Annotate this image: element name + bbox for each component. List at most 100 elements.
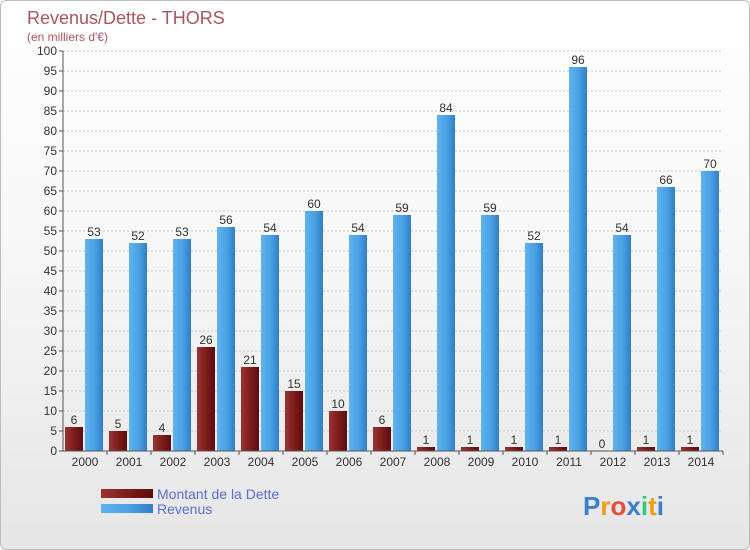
bar-revenus: [525, 243, 543, 451]
bar-revenus: [569, 67, 587, 451]
y-tick-label: 10: [44, 404, 58, 418]
y-tick-label: 25: [44, 344, 58, 358]
bar-dette: [153, 435, 171, 451]
logo-letter: i: [641, 491, 648, 521]
x-tick-label: 2011: [556, 455, 582, 469]
bar-revenus: [85, 239, 103, 451]
x-tick-label: 2007: [380, 455, 407, 469]
y-tick-label: 40: [44, 284, 58, 298]
data-label: 59: [483, 201, 497, 215]
chart-title: Revenus/Dette - THORS: [27, 8, 225, 28]
y-tick-label: 55: [44, 224, 58, 238]
data-label: 54: [263, 221, 277, 235]
bar-revenus: [393, 215, 411, 451]
y-tick-label: 30: [44, 324, 58, 338]
bar-dette: [417, 447, 435, 451]
data-label: 21: [243, 353, 257, 367]
legend-swatch-revenus: [101, 504, 153, 513]
bar-revenus: [173, 239, 191, 451]
x-tick-label: 2005: [292, 455, 319, 469]
y-tick-label: 5: [50, 424, 57, 438]
data-label: 66: [659, 173, 673, 187]
bar-revenus: [657, 187, 675, 451]
logo-letter: i: [657, 491, 664, 521]
data-label: 26: [199, 333, 213, 347]
y-tick-label: 0: [50, 444, 57, 458]
data-label: 96: [571, 53, 585, 67]
data-label: 15: [287, 377, 301, 391]
y-tick-label: 35: [44, 304, 58, 318]
bar-revenus: [305, 211, 323, 451]
logo-letter: x: [626, 491, 641, 521]
y-axis: 0 5 10 15 20 25 30 35 40 45 50 55 60 65 70 75 80 85 90 95 10…: [37, 44, 64, 458]
bar-dette: [241, 367, 259, 451]
bar-dette: [329, 411, 347, 451]
y-tick-label: 50: [44, 244, 58, 258]
y-tick-label: 45: [44, 264, 58, 278]
data-label: 59: [395, 201, 409, 215]
x-tick-label: 2002: [160, 455, 187, 469]
bar-dette: [285, 391, 303, 451]
x-axis: 2000 2001 2002 2003 2004 2005 2006 2007 2008 2009…: [63, 450, 724, 469]
bar-dette: [373, 427, 391, 451]
data-label: 84: [439, 101, 453, 115]
logo-letter: o: [610, 491, 626, 521]
bar-dette: [637, 447, 655, 451]
logo-letter: P: [583, 491, 600, 521]
logo-letter: t: [648, 491, 657, 521]
legend: Montant de la Dette Revenus: [101, 486, 279, 517]
y-tick-label: 15: [44, 384, 58, 398]
bar-dette: [65, 427, 83, 451]
bar-revenus: [481, 215, 499, 451]
bar-dette: [549, 447, 567, 451]
y-tick-label: 85: [44, 104, 58, 118]
bar-revenus: [613, 235, 631, 451]
bar-revenus: [349, 235, 367, 451]
y-tick-label: 100: [37, 44, 57, 58]
x-tick-label: 2013: [644, 455, 671, 469]
x-tick-label: 2004: [248, 455, 275, 469]
bar-revenus: [129, 243, 147, 451]
bar-dette: [505, 447, 523, 451]
data-label: 70: [703, 157, 717, 171]
x-tick-label: 2008: [424, 455, 451, 469]
x-tick-label: 2014: [688, 455, 715, 469]
y-tick-label: 20: [44, 364, 58, 378]
data-label: 4: [159, 421, 166, 435]
data-label: 52: [527, 229, 541, 243]
bar-revenus: [261, 235, 279, 451]
bar-dette: [197, 347, 215, 451]
y-tick-label: 70: [44, 164, 58, 178]
data-label: 60: [307, 197, 321, 211]
data-label: 54: [351, 221, 365, 235]
data-label: 1: [687, 433, 694, 447]
data-label: 6: [71, 413, 78, 427]
y-tick-label: 80: [44, 124, 58, 138]
x-tick-label: 2003: [204, 455, 231, 469]
bar-dette: [461, 447, 479, 451]
data-label: 54: [615, 221, 629, 235]
data-label: 5: [115, 417, 122, 431]
x-tick-label: 2012: [600, 455, 627, 469]
data-label: 1: [467, 433, 474, 447]
x-tick-label: 2006: [336, 455, 363, 469]
bar-revenus: [437, 115, 455, 451]
bar-dette: [681, 447, 699, 451]
logo-letter: r: [600, 491, 610, 521]
data-label: 56: [219, 213, 233, 227]
x-tick-label: 2010: [512, 455, 539, 469]
data-label: 1: [511, 433, 518, 447]
bar-dette: [109, 431, 127, 451]
data-label: 6: [379, 413, 386, 427]
data-label: 1: [643, 433, 650, 447]
data-label: 52: [131, 229, 145, 243]
x-tick-label: 2001: [116, 455, 143, 469]
bar-revenus: [701, 171, 719, 451]
y-tick-label: 75: [44, 144, 58, 158]
data-label: 1: [423, 433, 430, 447]
data-label: 53: [87, 225, 101, 239]
data-label: 10: [331, 397, 345, 411]
bar-revenus: [217, 227, 235, 451]
